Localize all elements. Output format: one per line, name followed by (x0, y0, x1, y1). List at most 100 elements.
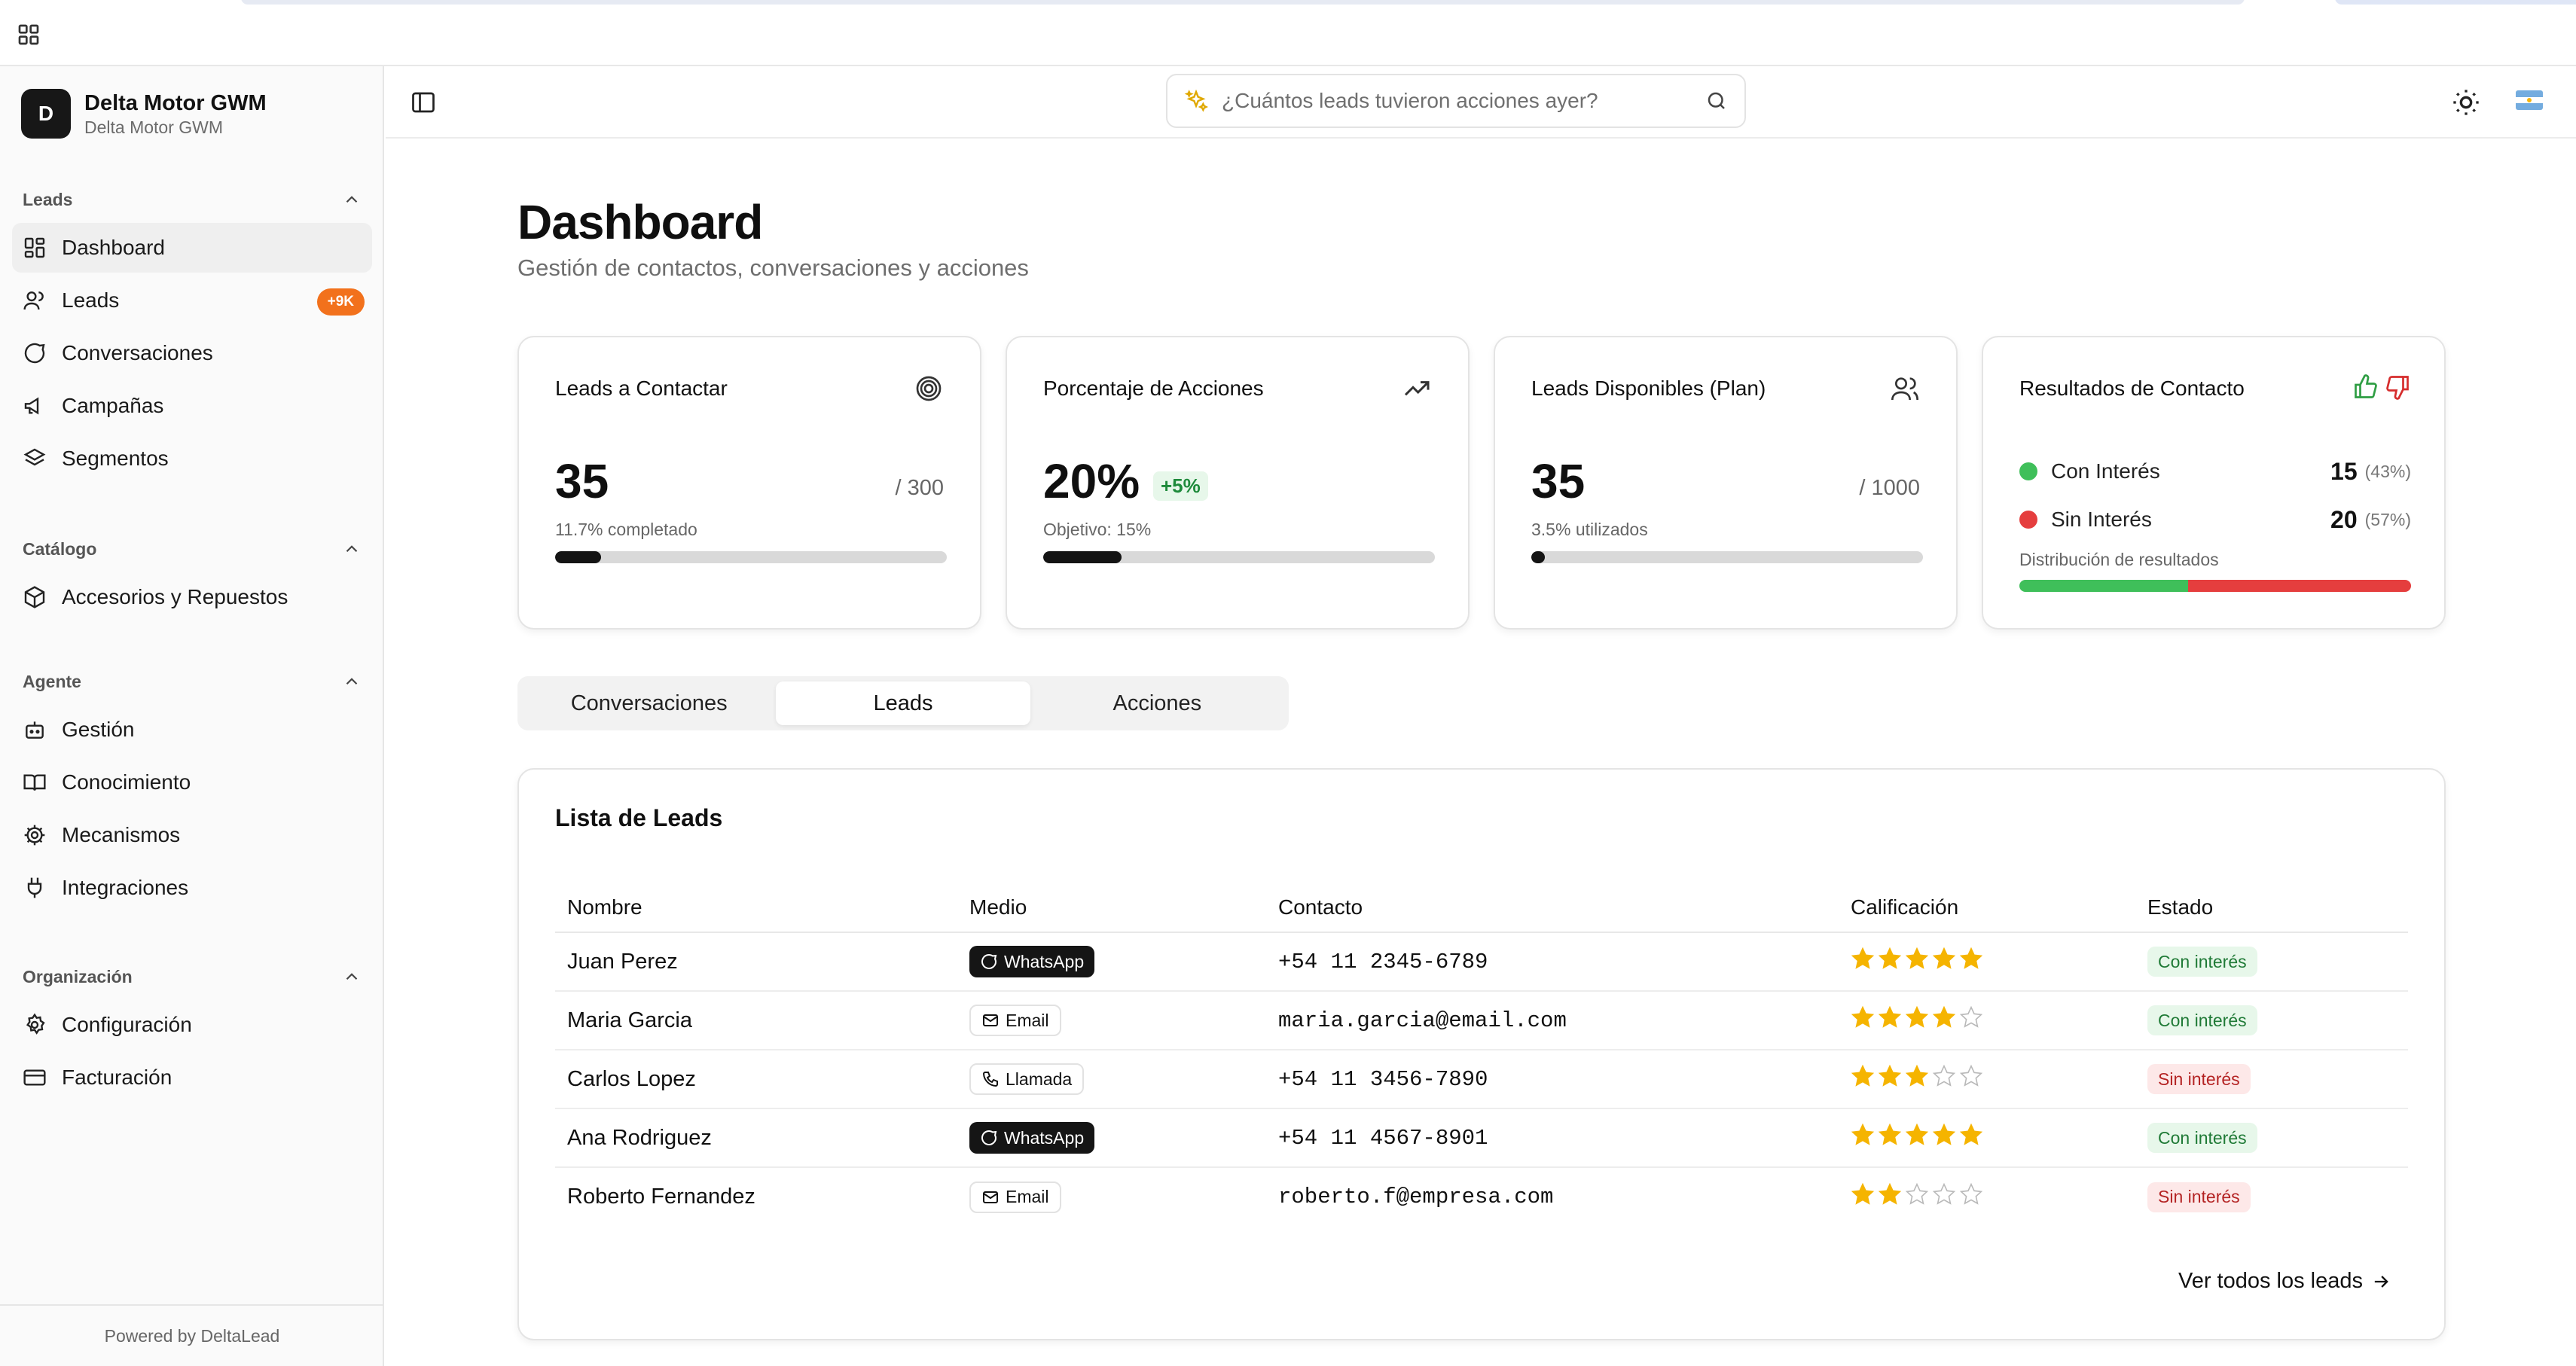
thumbs-up-icon (2355, 374, 2377, 398)
sidebar-toggle-icon[interactable] (410, 89, 437, 116)
sidebar-item-dashboard[interactable]: Dashboard (12, 223, 372, 273)
sidebar-item-mecanismos[interactable]: Mecanismos (12, 810, 372, 860)
sidebar-group-header[interactable]: Organización (0, 956, 384, 997)
sidebar-item-label: Integraciones (62, 876, 189, 899)
star-filled-icon (1932, 1123, 1956, 1145)
result-percent: (57%) (2364, 509, 2411, 529)
sidebar-group-header[interactable]: Leads (0, 179, 384, 220)
ai-search-bar[interactable] (1166, 74, 1746, 128)
metric-caption: 3.5% utilizados (1531, 520, 1648, 539)
sidebar-group-label: Organización (23, 966, 133, 986)
chat-icon (24, 343, 45, 364)
star-filled-icon (1932, 1005, 1956, 1028)
brand-name: Delta Motor GWM (84, 91, 267, 115)
result-label: Con Interés (2051, 459, 2160, 483)
rating-stars (1851, 1064, 1986, 1088)
cog-icon (24, 825, 45, 846)
thumbs-down-icon (2386, 376, 2409, 400)
sidebar-item-campanas[interactable]: Campañas (12, 381, 372, 431)
browser-tab-strip (241, 0, 2245, 5)
browser-tab-strip-right (2335, 0, 2576, 5)
sidebar-group-label: Agente (23, 671, 81, 691)
sidebar-item-facturacion[interactable]: Facturación (12, 1053, 372, 1102)
bot-icon (26, 721, 44, 739)
tab-leads[interactable]: Leads (776, 681, 1030, 725)
sidebar-item-label: Conocimiento (62, 770, 191, 794)
leads-table: Nombre Medio Contacto Calificación Estad… (555, 883, 2408, 1226)
medium-badge: Llamada (969, 1063, 1085, 1095)
table-row[interactable]: Ana Rodriguez WhatsApp +54 11 4567-8901 Con… (555, 1108, 2408, 1168)
search-input[interactable] (1222, 89, 1705, 113)
sidebar-item-configuracion[interactable]: Configuración (12, 1000, 372, 1050)
search-icon[interactable] (1705, 90, 1728, 112)
leads-list-card: Lista de Leads Nombre Medio Contacto Cal… (517, 768, 2446, 1340)
sidebar-item-integraciones[interactable]: Integraciones (12, 863, 372, 913)
medium-label: Llamada (1006, 1069, 1073, 1089)
distribution-caption: Distribución de resultados (2019, 550, 2219, 569)
sidebar-item-label: Facturación (62, 1066, 172, 1089)
table-row[interactable]: Maria Garcia Email maria.garcia@email.com C… (555, 991, 2408, 1050)
medium-badge: Email (969, 1005, 1061, 1036)
table-row[interactable]: Carlos Lopez Llamada +54 11 3456-7890 Sin i… (555, 1050, 2408, 1109)
card-title: Leads a Contactar (555, 377, 728, 400)
sidebar-item-segmentos[interactable]: Segmentos (12, 434, 372, 483)
powered-by-footer: Powered by DeltaLead (0, 1304, 384, 1366)
sidebar-group-header[interactable]: Catálogo (0, 529, 384, 569)
column-header[interactable]: Contacto (1266, 883, 1839, 933)
star-empty-icon (1959, 1064, 1983, 1087)
result-count: 15 (2330, 457, 2358, 485)
sidebar-item-label: Conversaciones (62, 341, 213, 364)
column-header[interactable]: Calificación (1839, 883, 2135, 933)
progress-fill (1531, 551, 1546, 563)
card-leads-a-contactar: Leads a Contactar 35 / 300 11.7% complet… (517, 336, 981, 630)
sidebar-item-label: Leads (62, 288, 120, 312)
medium-badge: WhatsApp (969, 946, 1095, 977)
rating-stars (1851, 947, 1986, 971)
column-header[interactable]: Nombre (555, 883, 957, 933)
sidebar-item-gestion[interactable]: Gestión (12, 705, 372, 755)
phone-icon (982, 1072, 998, 1087)
sidebar-group-header[interactable]: Agente (0, 661, 384, 702)
column-header[interactable]: Estado (2135, 883, 2408, 933)
megaphone-icon (24, 397, 39, 415)
card-title: Porcentaje de Acciones (1043, 377, 1264, 400)
brand-subtitle: Delta Motor GWM (84, 117, 224, 137)
apps-grid-icon[interactable] (17, 23, 41, 47)
table-row[interactable]: Roberto Fernandez Email roberto.f@empresa.… (555, 1167, 2408, 1226)
star-filled-icon (1905, 1064, 1929, 1087)
table-row[interactable]: Juan Perez WhatsApp +54 11 2345-6789 Con in… (555, 932, 2408, 992)
sidebar-group-agente: Agente Gestión Conocimiento Mecanismos I… (0, 661, 384, 916)
tab-acciones[interactable]: Acciones (1113, 691, 1202, 715)
medium-label: Email (1006, 1187, 1049, 1206)
metric-caption: 11.7% completado (555, 520, 697, 539)
brand-switcher[interactable]: D Delta Motor GWM Delta Motor GWM (21, 89, 267, 139)
sidebar-item-leads[interactable]: Leads +9K (12, 276, 372, 325)
sidebar-group-organizacion: Organización Configuración Facturación (0, 956, 384, 1105)
metric-value: 20% (1043, 454, 1140, 508)
star-filled-icon (1851, 1123, 1875, 1145)
lead-name: Juan Perez (555, 932, 957, 992)
result-row-sin-interes: Sin Interés 20 (57%) (2019, 505, 2411, 535)
tab-conversaciones[interactable]: Conversaciones (570, 691, 728, 715)
result-percent: (43%) (2364, 461, 2411, 481)
star-filled-icon (1878, 1182, 1902, 1205)
plug-icon (27, 877, 42, 898)
medium-badge: Email (969, 1181, 1061, 1213)
column-header[interactable]: Medio (957, 883, 1266, 933)
sidebar-item-accesorios[interactable]: Accesorios y Repuestos (12, 572, 372, 622)
sidebar-item-conversaciones[interactable]: Conversaciones (12, 328, 372, 378)
sidebar-item-label: Accesorios y Repuestos (62, 585, 288, 608)
sidebar-item-conocimiento[interactable]: Conocimiento (12, 758, 372, 807)
medium-label: WhatsApp (1004, 1127, 1085, 1148)
star-empty-icon (1905, 1182, 1929, 1205)
arrow-right-icon (2374, 1275, 2388, 1288)
see-all-leads-link[interactable]: Ver todos los leads (2178, 1269, 2391, 1294)
chevron-up-icon (346, 196, 358, 203)
rating-stars (1851, 1182, 1986, 1206)
leads-list-title: Lista de Leads (555, 804, 723, 831)
star-filled-icon (1878, 1123, 1902, 1145)
language-flag-icon[interactable] (2516, 90, 2543, 110)
sidebar-item-label: Configuración (62, 1013, 192, 1036)
theme-toggle-sun-icon[interactable] (2451, 87, 2481, 117)
page-subtitle: Gestión de contactos, conversaciones y a… (517, 255, 1029, 281)
